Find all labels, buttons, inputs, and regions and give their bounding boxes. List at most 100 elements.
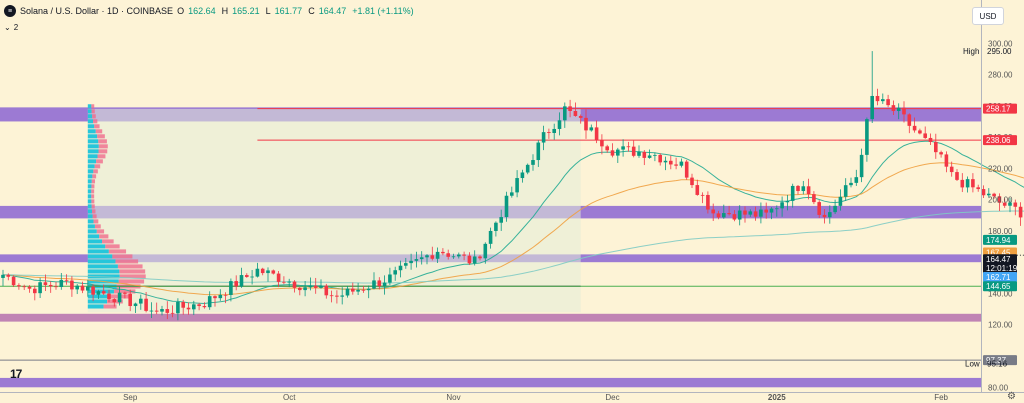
candle-body xyxy=(504,195,509,218)
candle-body xyxy=(229,281,233,295)
price-tag-label: 164.47 xyxy=(986,255,1011,264)
candle-body xyxy=(43,282,48,285)
volume-profile-bar-down xyxy=(102,239,114,244)
candle-body xyxy=(679,161,684,166)
candle-body xyxy=(684,161,689,178)
volume-profile-bar-up xyxy=(87,174,93,179)
candle-body xyxy=(547,132,551,134)
indicators-toggle[interactable]: ⌄ 2 xyxy=(4,23,18,32)
candle-body xyxy=(912,125,917,131)
volume-profile-bar-down xyxy=(113,289,136,294)
candle-body xyxy=(875,95,880,102)
candle-body xyxy=(494,222,498,231)
x-tick-label: Sep xyxy=(123,393,138,402)
candle-body xyxy=(393,270,397,275)
volume-profile-bar-down xyxy=(91,194,95,199)
candle-body xyxy=(600,140,604,147)
candle-body xyxy=(170,312,175,314)
candle-body xyxy=(510,192,514,196)
candle-body xyxy=(690,177,694,186)
volume-profile-bar-up xyxy=(87,189,92,194)
chevron-down-icon: ⌄ xyxy=(4,23,11,32)
volume-profile-bar-up xyxy=(87,124,95,129)
candle-body xyxy=(435,251,440,259)
candle-body xyxy=(812,194,816,203)
candle-body xyxy=(732,214,737,220)
price-tag-box xyxy=(983,254,1017,265)
volume-profile-bar-up xyxy=(87,129,96,134)
candle-body xyxy=(266,270,270,274)
volume-profile-bar-down xyxy=(91,109,95,114)
candle-body xyxy=(366,288,371,291)
candle-body xyxy=(107,293,111,300)
candle-body xyxy=(531,160,535,165)
volume-profile-bar-down xyxy=(117,264,143,269)
candle-body xyxy=(282,281,286,283)
candle-body xyxy=(48,284,53,287)
candle-body xyxy=(1008,202,1012,206)
candle-body xyxy=(446,253,450,257)
candle-body xyxy=(870,95,874,120)
candle-body xyxy=(345,288,350,296)
candle-body xyxy=(234,281,238,287)
candle-body xyxy=(144,298,148,311)
volume-profile-bar-down xyxy=(118,279,145,284)
candle-body xyxy=(441,251,445,254)
volume-profile-bar-up xyxy=(87,114,93,119)
solana-logo-icon: ≡ xyxy=(4,5,16,17)
volume-profile-bar-down xyxy=(98,139,107,144)
indicator-count: 2 xyxy=(13,23,19,32)
volume-profile-bar-up xyxy=(87,104,92,109)
x-tick-label: 2025 xyxy=(768,393,786,402)
candle-body xyxy=(154,310,159,312)
candle-body xyxy=(806,186,811,195)
candle-body xyxy=(896,107,901,112)
candle-body xyxy=(722,213,726,218)
candle-body xyxy=(753,211,758,217)
volume-profile-bar-down xyxy=(103,304,117,309)
close-label: C xyxy=(308,6,315,16)
tradingview-logo-icon[interactable]: 17 xyxy=(10,367,22,381)
candle-body xyxy=(117,292,122,303)
candle-body xyxy=(515,178,519,193)
candles xyxy=(1,51,1023,321)
open-value: 162.64 xyxy=(188,6,216,16)
candle-body xyxy=(351,288,355,292)
candle-body xyxy=(488,230,493,244)
gear-icon[interactable]: ⚙ xyxy=(1007,391,1016,402)
low-value: 95.16 xyxy=(987,360,1008,369)
candle-body xyxy=(557,120,562,129)
candle-body xyxy=(706,194,710,210)
candle-body xyxy=(796,185,800,192)
price-tag-label: 238.06 xyxy=(986,136,1011,145)
candle-body xyxy=(769,208,774,213)
candle-body xyxy=(658,154,662,163)
candle-body xyxy=(499,217,503,223)
price-tag-label: 162.71 xyxy=(986,273,1011,282)
volume-profile-bar-up xyxy=(87,249,109,254)
candle-body xyxy=(324,285,329,296)
candle-body xyxy=(462,254,466,256)
moving-average-line xyxy=(2,162,1024,296)
candle-body xyxy=(202,306,207,308)
x-tick-label: Dec xyxy=(605,393,619,402)
price-tag-box xyxy=(983,263,1017,274)
volume-profile-bar-up xyxy=(87,209,93,214)
candle-body xyxy=(610,150,615,156)
candle-body xyxy=(22,286,26,288)
volume-profile-bar-down xyxy=(92,114,96,119)
x-tick-label: Oct xyxy=(283,393,296,402)
symbol-title[interactable]: Solana / U.S. Dollar · 1D · COINBASE xyxy=(20,6,174,16)
y-tick-label: 80.00 xyxy=(988,383,1009,392)
price-tag-label: 97.37 xyxy=(986,356,1007,365)
candle-body xyxy=(854,177,859,183)
currency-button[interactable]: USD xyxy=(972,7,1004,25)
low-label: Low xyxy=(965,360,980,369)
candle-body xyxy=(637,151,641,156)
candle-body xyxy=(149,310,154,312)
volume-profile-bar-up xyxy=(87,139,99,144)
volume-profile-bar-up xyxy=(87,289,114,294)
candle-body xyxy=(160,309,164,312)
